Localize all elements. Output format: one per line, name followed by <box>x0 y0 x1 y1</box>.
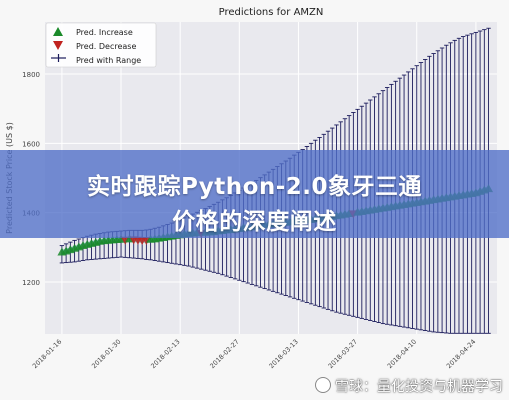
headline-line-1: 实时跟踪Python-2.0象牙三通 <box>86 174 423 200</box>
headline-banner <box>0 150 509 238</box>
legend-decrease-label: Pred. Decrease <box>76 42 136 51</box>
watermark-text: 雪球：量化投资与机器学习 <box>335 379 503 395</box>
snowball-logo-icon <box>315 377 331 393</box>
legend-increase-icon <box>53 27 63 36</box>
legend: Pred. Increase Pred. Decrease Pred with … <box>45 22 157 68</box>
legend-range-label: Pred with Range <box>76 56 141 65</box>
legend-decrease-icon <box>53 41 63 50</box>
watermark: 雪球：量化投资与机器学习 <box>315 376 503 396</box>
legend-increase-label: Pred. Increase <box>76 28 133 37</box>
y-tick-label: 1600 <box>22 140 40 148</box>
y-tick-label: 1800 <box>22 71 40 79</box>
y-tick-label: 1200 <box>22 279 40 287</box>
legend-box <box>45 22 157 68</box>
chart-title: Predictions for AMZN <box>219 7 324 18</box>
headline-line-2: 价格的深度阐述 <box>172 209 337 235</box>
